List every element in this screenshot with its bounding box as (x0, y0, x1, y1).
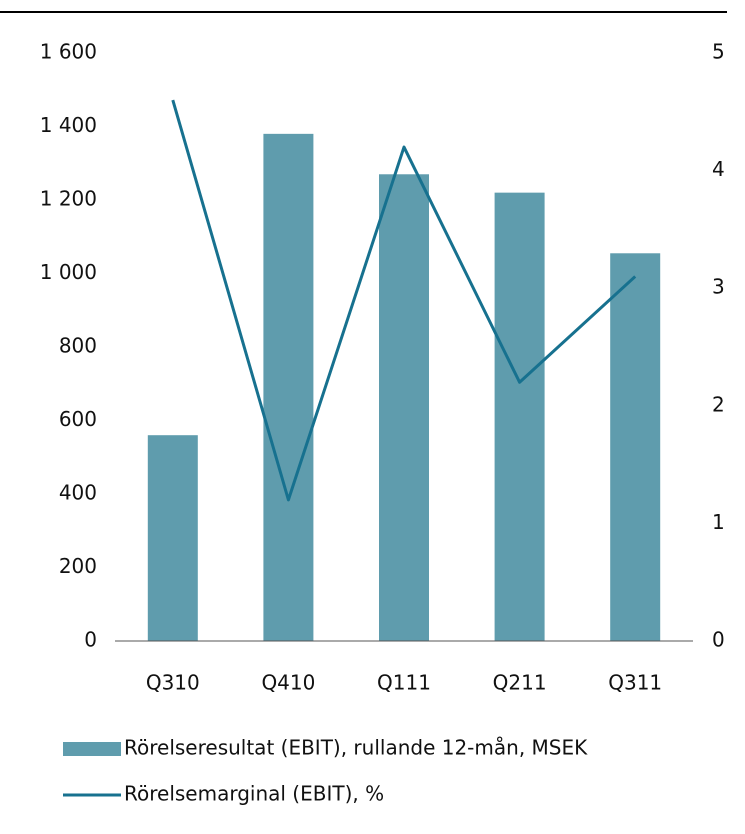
bar (379, 174, 429, 641)
bar (610, 253, 661, 641)
y2-tick-label: 4 (712, 157, 725, 181)
y2-tick-label: 0 (712, 628, 725, 652)
x-tick-label: Q111 (377, 671, 431, 695)
legend-swatch (63, 742, 121, 756)
x-tick-label: Q410 (261, 671, 315, 695)
y-tick-label: 200 (59, 554, 97, 578)
y-tick-label: 600 (59, 407, 97, 431)
y-tick-label: 1 200 (40, 187, 97, 211)
y2-tick-label: 3 (712, 275, 725, 299)
y2-tick-label: 1 (712, 510, 725, 534)
legend-label: Rörelseresultat (EBIT), rullande 12-mån,… (124, 736, 588, 760)
line-series (171, 99, 637, 502)
bar (494, 192, 545, 641)
y-tick-label: 800 (59, 334, 97, 358)
y-tick-label: 1 000 (40, 260, 97, 284)
bar (147, 435, 198, 641)
bar (263, 133, 314, 641)
y2-tick-label: 2 (712, 392, 725, 416)
y-tick-label: 1 400 (40, 113, 97, 137)
x-tick-label: Q311 (608, 671, 662, 695)
x-tick-label: Q310 (146, 671, 200, 695)
y-tick-label: 400 (59, 481, 97, 505)
x-tick-label: Q211 (493, 671, 547, 695)
legend-label: Rörelsemarginal (EBIT), % (124, 782, 384, 806)
y-tick-label: 0 (84, 628, 97, 652)
y2-tick-label: 5 (712, 40, 725, 64)
y-tick-label: 1 600 (40, 40, 97, 64)
